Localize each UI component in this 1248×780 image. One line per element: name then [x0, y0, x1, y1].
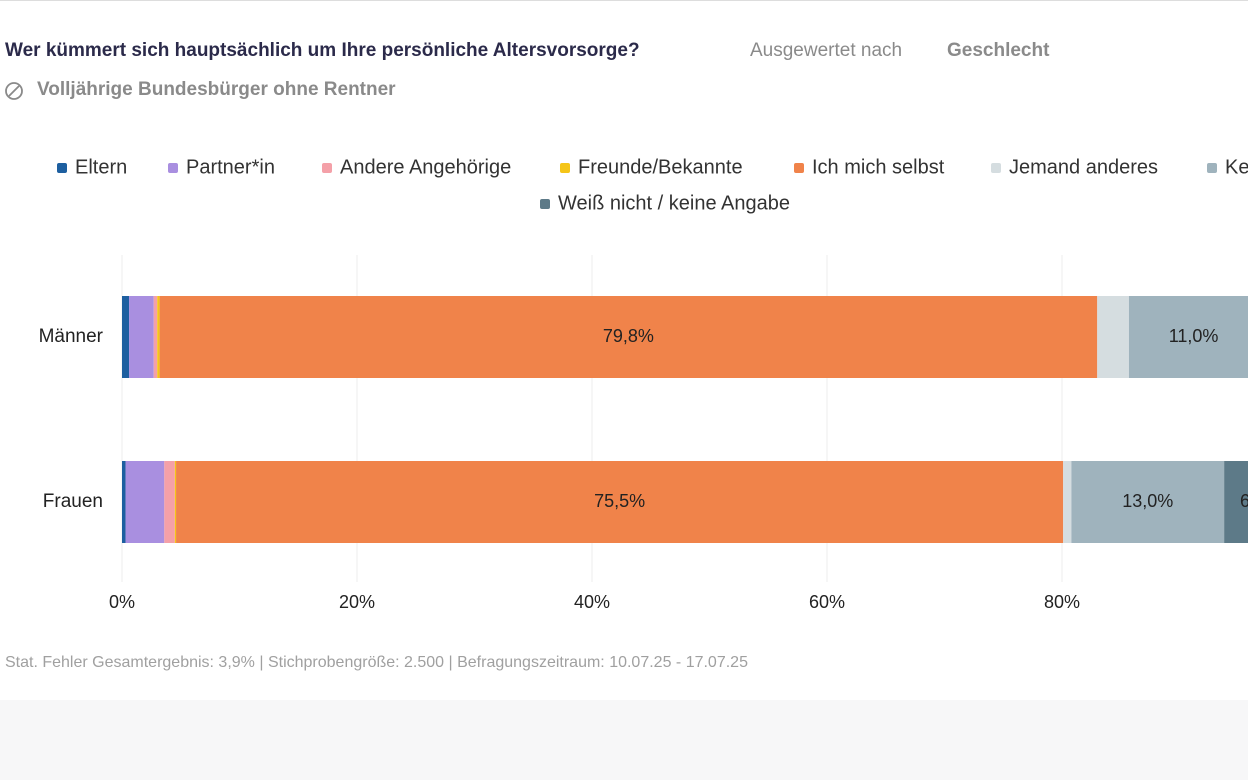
bar-segment — [176, 461, 1064, 543]
bar-segment — [125, 461, 165, 543]
bar-segment — [174, 461, 177, 543]
breakdown: Geschlecht — [947, 40, 1050, 61]
bar-segment — [1097, 296, 1129, 378]
legend-label: Ke — [1225, 156, 1248, 178]
data-label: 11,0% — [1169, 326, 1219, 346]
data-label: 13,0% — [1122, 491, 1173, 511]
legend-label: Jemand anderes — [1009, 156, 1158, 178]
x-tick-label: 0% — [109, 592, 135, 612]
data-label: 6,2% — [1240, 491, 1248, 511]
bar-segment — [1128, 296, 1248, 378]
legend-marker — [168, 163, 178, 173]
legend-label: Ich mich selbst — [812, 156, 945, 178]
subtitle: Volljährige Bundesbürger ohne Rentner — [37, 79, 396, 100]
data-label: 79,8% — [603, 326, 654, 346]
bar-segment — [1071, 461, 1225, 543]
legend-label: Andere Angehörige — [340, 156, 511, 178]
bar-segment — [159, 296, 1098, 378]
y-tick-label: Frauen — [43, 491, 103, 512]
filter-icon — [5, 82, 23, 100]
y-tick-label: Männer — [39, 326, 104, 347]
x-tick-label: 80% — [1044, 592, 1080, 612]
legend-marker — [1207, 163, 1217, 173]
bar-segment — [164, 461, 175, 543]
legend-marker — [57, 163, 67, 173]
page-bottom — [0, 700, 1248, 780]
data-label: 75,5% — [594, 491, 645, 511]
x-tick-label: 20% — [339, 592, 375, 612]
legend-marker — [560, 163, 570, 173]
chart-title: Wer kümmert sich hauptsächlich um Ihre p… — [5, 40, 640, 61]
legend-label: Partner*in — [186, 156, 275, 178]
bar-segment — [129, 296, 154, 378]
footer: Stat. Fehler Gesamtergebnis: 3,9% | Stic… — [5, 654, 748, 671]
x-tick-label: 60% — [809, 592, 845, 612]
bar-segment — [153, 296, 158, 378]
legend-marker — [794, 163, 804, 173]
legend-label: Weiß nicht / keine Angabe — [558, 192, 790, 214]
legend-label: Freunde/Bekannte — [578, 156, 743, 178]
bar-segment — [1063, 461, 1072, 543]
bar-segment — [157, 296, 160, 378]
legend-marker — [540, 199, 550, 209]
legend-label: Eltern — [75, 156, 127, 178]
bar-segment — [122, 296, 130, 378]
legend-marker — [991, 163, 1001, 173]
x-tick-label: 40% — [574, 592, 610, 612]
bar-segment — [122, 461, 126, 543]
bar-segment — [1224, 461, 1248, 543]
breakdown-prefix: Ausgewertet nach — [750, 40, 902, 61]
legend-marker — [322, 163, 332, 173]
